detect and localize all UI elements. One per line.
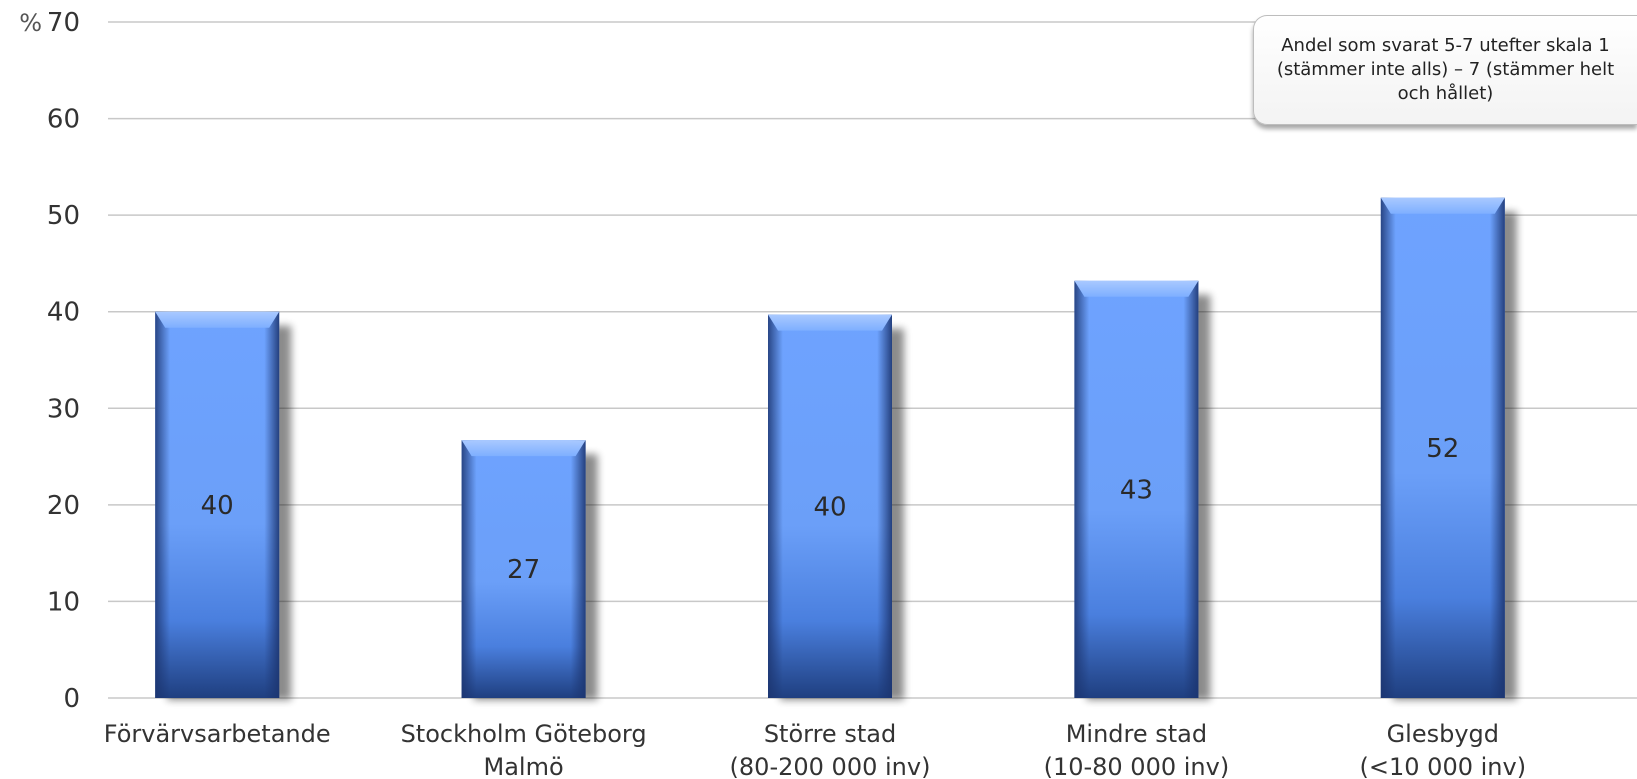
y-tick-label-30: 30 (47, 394, 80, 424)
category-label-4: Mindre stad (10-80 000 inv) (1044, 720, 1230, 779)
bar-edge-shade (461, 440, 586, 698)
data-label-4: 43 (1120, 475, 1153, 505)
bar-cap (155, 311, 280, 328)
data-label-5: 52 (1426, 434, 1459, 464)
y-tick-label-70: 70 (47, 8, 80, 38)
bar-cap (1380, 197, 1505, 214)
bar-3 (768, 314, 904, 700)
bar-5 (1380, 197, 1517, 700)
bar-cap (1074, 280, 1199, 297)
bar-edge-shade (1380, 197, 1505, 698)
data-label-1: 40 (201, 491, 234, 521)
bar-edge-shade (768, 314, 892, 698)
y-tick-label-60: 60 (47, 105, 80, 135)
y-tick-label-0: 0 (63, 684, 80, 714)
category-label-5: Glesbygd (<10 000 inv) (1360, 720, 1527, 779)
bar-2 (461, 440, 598, 700)
bars (155, 197, 1517, 700)
category-label-3: Större stad (80-200 000 inv) (730, 720, 931, 779)
bar-1 (155, 311, 292, 700)
data-label-3: 40 (813, 492, 846, 522)
note-box: Andel som svarat 5-7 utefter skala 1 (st… (1253, 15, 1637, 125)
data-label-2: 27 (507, 555, 540, 585)
labels: 40 Förvärvsarbetande 27 Stockholm Göteborg M… (104, 434, 1526, 779)
y-unit-label: % (19, 9, 42, 37)
bar-edge-shade (1074, 280, 1199, 698)
y-tick-label-40: 40 (47, 298, 80, 328)
y-tick-label-50: 50 (47, 201, 80, 231)
bar-edge-shade (155, 311, 280, 698)
y-tick-label-20: 20 (47, 491, 80, 521)
bar-cap (461, 440, 586, 457)
category-label-2: Stockholm Göteborg Malmö (401, 720, 647, 779)
category-label-1: Förvärvsarbetande (104, 720, 331, 748)
bar-4 (1074, 280, 1211, 700)
y-tick-label-10: 10 (47, 587, 80, 617)
y-axis: 0 10 20 30 40 50 60 70% (19, 8, 80, 714)
bar-cap (768, 314, 892, 331)
